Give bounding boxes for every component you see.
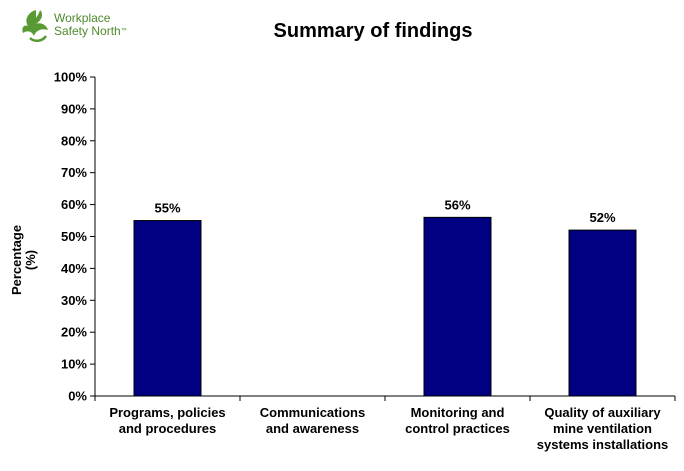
company-logo: Workplace Safety North™ xyxy=(18,6,158,50)
x-category-label-0: Programs, policies and procedures xyxy=(109,405,226,436)
logo-trademark: ™ xyxy=(120,28,127,34)
y-tick-label-1: 10% xyxy=(61,357,87,372)
logo-line-1: Workplace xyxy=(54,11,111,25)
y-tick-label-7: 70% xyxy=(61,165,87,180)
chart-title: Summary of findings xyxy=(273,20,473,42)
logo-line-2: Safety North xyxy=(54,24,121,38)
y-tick-label-10: 100% xyxy=(54,70,88,85)
bar-0 xyxy=(133,220,202,397)
data-label-0: 55% xyxy=(154,201,180,216)
data-label-3: 52% xyxy=(589,210,615,225)
x-category-label-3: Quality of auxiliary mine ventilation sy… xyxy=(536,405,669,452)
y-tick-label-2: 20% xyxy=(61,325,87,340)
y-tick-label-9: 90% xyxy=(61,101,87,116)
y-tick-label-5: 50% xyxy=(61,229,87,244)
y-tick-label-4: 40% xyxy=(61,261,87,276)
y-tick-label-3: 30% xyxy=(61,293,87,308)
y-tick-label-8: 80% xyxy=(61,133,87,148)
data-label-2: 56% xyxy=(444,197,470,212)
y-tick-label-6: 60% xyxy=(61,197,87,212)
x-category-label-1: Communications and awareness xyxy=(259,405,366,436)
bar-2 xyxy=(423,216,492,397)
y-tick-label-0: 0% xyxy=(68,389,87,404)
leaf-swirl-logo-icon xyxy=(22,10,48,42)
x-category-label-2: Monitoring and control practices xyxy=(405,405,510,436)
bar-3 xyxy=(568,229,637,397)
